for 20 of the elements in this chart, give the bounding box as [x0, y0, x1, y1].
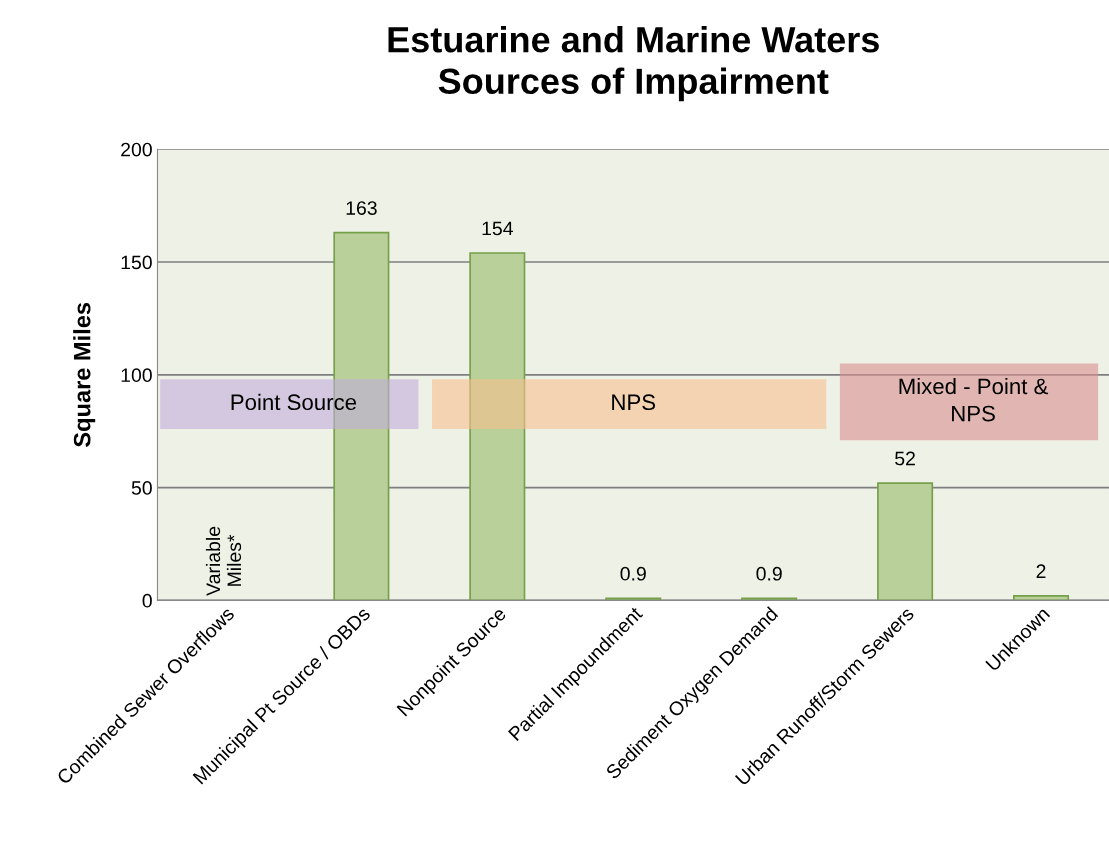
- data-label: 0.9: [756, 566, 782, 581]
- y-tick-label: 50: [131, 481, 152, 495]
- data-label: 0.9: [620, 566, 646, 581]
- y-tick-label: 0: [142, 593, 152, 608]
- data-label: 2: [1036, 564, 1046, 578]
- y-tick-label: 150: [121, 255, 152, 270]
- annotation: Variable Miles*: [205, 526, 242, 596]
- band-label: NPS: [612, 394, 656, 411]
- data-label: 52: [895, 451, 915, 466]
- y-tick-label: 100: [121, 368, 152, 383]
- bar: [1013, 595, 1070, 601]
- bar: [877, 482, 934, 601]
- band-label: Point Source: [231, 393, 357, 411]
- data-label: 154: [482, 221, 513, 236]
- chart-title: Estuarine and Marine Waters Sources of Impairment: [388, 26, 879, 102]
- band-label: Mixed - Point & NPS: [899, 377, 1049, 422]
- data-label: 163: [346, 201, 377, 215]
- y-axis-title: Square Miles: [73, 302, 96, 447]
- bar: [469, 252, 526, 601]
- y-tick-label: 200: [121, 142, 152, 157]
